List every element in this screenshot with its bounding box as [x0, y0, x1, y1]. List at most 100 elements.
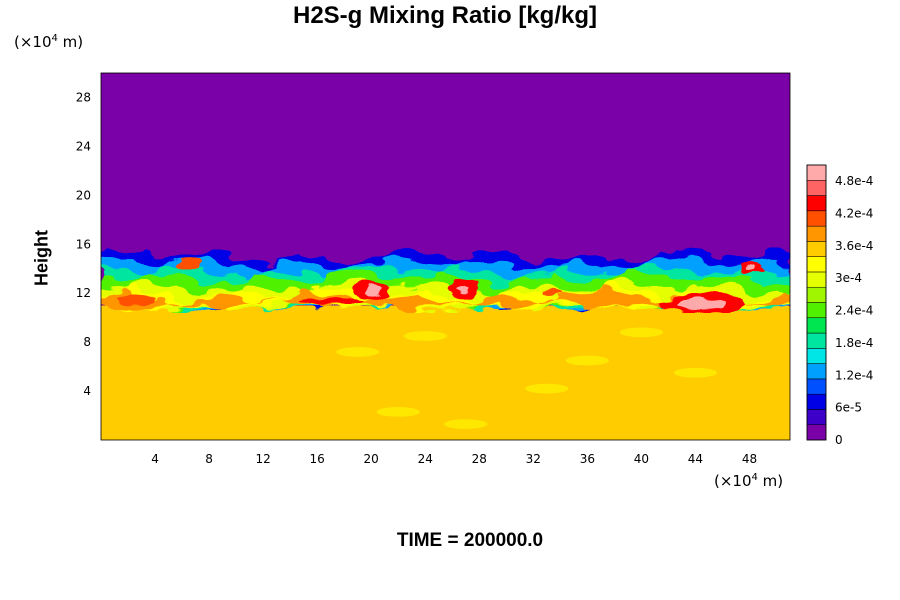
hotspot-blob-5 [675, 299, 724, 310]
colorbar-frame [806, 164, 827, 441]
colorbar-segment [806, 210, 827, 227]
x-tick: 12 [255, 452, 270, 466]
colorbar-segment [806, 363, 827, 380]
svg-text:16: 16 [76, 237, 91, 251]
svg-text:3.6e-4: 3.6e-4 [835, 239, 873, 253]
colorbar-segment [806, 271, 827, 288]
lower-streak-1 [403, 331, 447, 341]
heatmap-field [101, 73, 790, 440]
mixing-band-orange [101, 288, 790, 311]
colorbar-segment [806, 393, 827, 410]
svg-text:16: 16 [310, 452, 325, 466]
colorbar-tick: 4.2e-4 [835, 207, 873, 221]
lower-streak-6 [673, 367, 718, 378]
y-tick: 16 [76, 237, 91, 251]
svg-text:40: 40 [634, 452, 649, 466]
y-axis: 4 8 12 16 20 24 28 [76, 90, 91, 398]
y-tick: 24 [76, 139, 91, 153]
svg-text:4.8e-4: 4.8e-4 [835, 174, 873, 188]
svg-text:12: 12 [255, 452, 270, 466]
plot-frame [100, 72, 791, 441]
x-tick: 44 [688, 452, 703, 466]
x-axis: 4 8 12 16 20 24 28 32 36 40 44 48 [151, 452, 757, 466]
colorbar-segment [806, 378, 827, 395]
colorbar-segment [806, 241, 827, 257]
svg-text:36: 36 [580, 452, 595, 466]
svg-text:20: 20 [76, 188, 91, 202]
colorbar-tick: 3e-4 [835, 271, 862, 285]
colorbar-segment [806, 286, 827, 303]
lower-streak-0 [336, 347, 380, 357]
lower-streak-3 [619, 327, 664, 338]
hotspot-blob-9 [117, 295, 153, 304]
x-tick: 40 [634, 452, 649, 466]
x-tick: 4 [151, 452, 159, 466]
svg-text:0: 0 [835, 433, 843, 447]
svg-text:12: 12 [76, 286, 91, 300]
x-tick: 24 [418, 452, 433, 466]
svg-text:4: 4 [151, 452, 159, 466]
colorbar-tick: 4.8e-4 [835, 174, 873, 188]
colorbar [806, 164, 827, 441]
x-axis-unit-label: (×104 m) [714, 472, 784, 490]
x-tick: 8 [205, 452, 213, 466]
svg-text:3e-4: 3e-4 [835, 271, 862, 285]
colorbar-segment [806, 317, 827, 334]
chart-title: H2S-g Mixing Ratio [kg/kg] [292, 2, 597, 29]
svg-text:32: 32 [526, 452, 541, 466]
lower-streak-5 [444, 419, 488, 429]
lower-streak-7 [525, 383, 569, 394]
hotspot-blob-7 [746, 265, 759, 272]
colorbar-segment [806, 348, 827, 364]
time-label: TIME = 200000.0 [396, 530, 544, 551]
svg-text:28: 28 [76, 90, 91, 104]
colorbar-tick: 1.2e-4 [835, 368, 873, 382]
colorbar-ticks: 0 6e-5 1.2e-4 1.8e-4 2.4e-4 3e-4 3.6e-4 4.2e-4 4… [835, 174, 873, 447]
y-tick: 12 [76, 286, 91, 300]
x-tick: 36 [580, 452, 595, 466]
lower-streak-2 [565, 355, 609, 366]
colorbar-tick: 6e-5 [835, 401, 862, 415]
svg-text:24: 24 [76, 139, 91, 153]
colorbar-segment [806, 332, 827, 349]
x-tick: 48 [742, 452, 757, 466]
svg-text:24: 24 [418, 452, 433, 466]
mixing-zone [101, 247, 790, 313]
svg-text:2.4e-4: 2.4e-4 [835, 304, 873, 318]
colorbar-segment [806, 302, 827, 319]
x-tick: 20 [364, 452, 379, 466]
svg-text:8: 8 [83, 335, 91, 349]
y-tick: 4 [83, 384, 91, 398]
svg-text:4.2e-4: 4.2e-4 [835, 207, 873, 221]
colorbar-segment [806, 180, 827, 196]
colorbar-tick: 0 [835, 433, 843, 447]
hotspot-blob-10 [178, 260, 200, 270]
lower-streak-4 [376, 406, 420, 417]
svg-text:1.8e-4: 1.8e-4 [835, 336, 873, 350]
y-tick: 20 [76, 188, 91, 202]
svg-text:44: 44 [688, 452, 703, 466]
colorbar-tick: 3.6e-4 [835, 239, 873, 253]
svg-text:4: 4 [83, 384, 91, 398]
colorbar-segment [806, 225, 827, 242]
svg-text:20: 20 [364, 452, 379, 466]
x-tick: 32 [526, 452, 541, 466]
svg-text:48: 48 [742, 452, 757, 466]
colorbar-segment [806, 424, 827, 441]
y-tick: 28 [76, 90, 91, 104]
svg-text:6e-5: 6e-5 [835, 401, 862, 415]
y-axis-unit-label: (×104 m) [14, 33, 84, 51]
colorbar-segment [806, 164, 827, 181]
x-tick: 28 [472, 452, 487, 466]
hotspot-blob-1 [365, 285, 383, 294]
hotspot-blob-3 [456, 284, 470, 293]
colorbar-tick: 1.8e-4 [835, 336, 873, 350]
x-tick: 16 [310, 452, 325, 466]
svg-text:28: 28 [472, 452, 487, 466]
colorbar-segment [806, 256, 827, 273]
hotspot-blob-8 [296, 298, 365, 306]
svg-text:8: 8 [205, 452, 213, 466]
colorbar-tick: 2.4e-4 [835, 304, 873, 318]
colorbar-segment [806, 409, 827, 425]
